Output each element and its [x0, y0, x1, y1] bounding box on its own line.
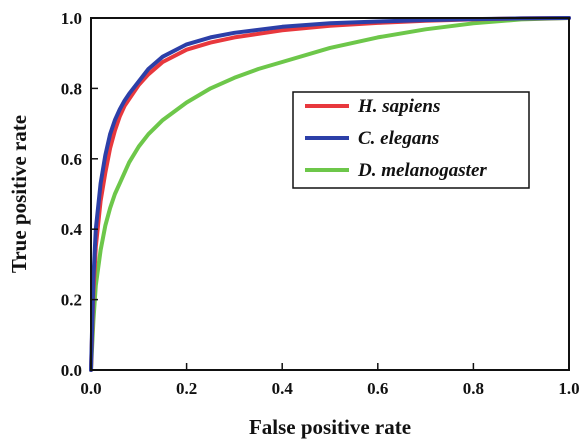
y-tick-label: 0.4 — [61, 220, 83, 239]
x-tick-label: 0.2 — [176, 379, 197, 398]
legend-label-d-melanogaster: D. melanogaster — [357, 160, 487, 181]
x-axis-title: False positive rate — [249, 415, 411, 439]
x-tick-label: 0.8 — [463, 379, 484, 398]
legend-label-c-elegans: C. elegans — [358, 128, 439, 149]
plot-frame — [90, 17, 570, 371]
y-tick-label: 0.6 — [61, 150, 82, 169]
x-tick-label: 0.6 — [367, 379, 388, 398]
y-tick-label: 0.8 — [61, 79, 82, 98]
legend: H. sapiens C. elegans D. melanogaster — [292, 91, 530, 189]
x-tick-label: 0.0 — [80, 379, 101, 398]
plot-lines — [89, 16, 571, 372]
y-axis-title: True positive rate — [7, 115, 31, 273]
x-tick-label: 0.4 — [272, 379, 294, 398]
x-tick-label: 1.0 — [558, 379, 579, 398]
y-axis-ticks: 0.0 0.2 0.4 0.6 0.8 1.0 — [61, 9, 98, 380]
y-tick-label: 0.0 — [61, 361, 82, 380]
series-line-h-sapiens — [89, 16, 571, 372]
legend-label-h-sapiens: H. sapiens — [357, 96, 440, 117]
y-tick-label: 1.0 — [61, 9, 82, 28]
x-axis-ticks: 0.0 0.2 0.4 0.6 0.8 1.0 — [80, 363, 580, 398]
y-tick-label: 0.2 — [61, 291, 82, 310]
series-line-c-elegans — [89, 16, 571, 372]
series-line-d-melanogaster — [89, 16, 571, 372]
